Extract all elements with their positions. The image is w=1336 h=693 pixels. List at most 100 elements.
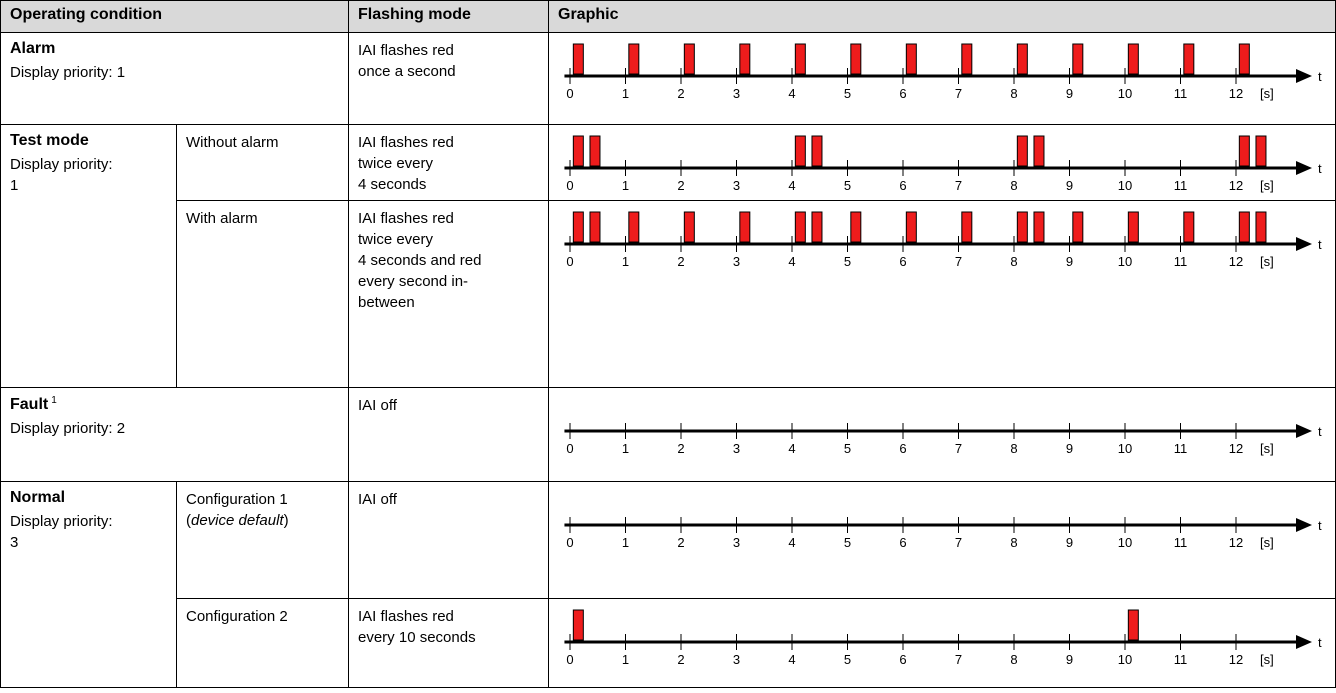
mode-line: twice every bbox=[358, 231, 434, 248]
flash-pulse bbox=[739, 43, 751, 75]
axis-tick-label: 5 bbox=[844, 652, 851, 667]
flash-pulse bbox=[1127, 43, 1139, 75]
flash-pulse bbox=[1238, 211, 1250, 243]
axis-tick-label: 12 bbox=[1229, 535, 1243, 550]
display-priority: Display priority: 1 bbox=[10, 156, 113, 194]
condition-cell-alarm: Alarm Display priority: 1 bbox=[0, 32, 348, 124]
axis-arrow-icon bbox=[1296, 69, 1312, 83]
subcondition-cell-with-alarm: With alarm bbox=[176, 200, 348, 387]
axis-tick-label: 4 bbox=[788, 652, 795, 667]
axis-tick-label: 0 bbox=[566, 178, 573, 193]
axis-tick-label: 8 bbox=[1010, 178, 1017, 193]
mode-line: every second in- bbox=[358, 273, 469, 290]
flash-pulse bbox=[1238, 43, 1250, 75]
axis-tick-label: 5 bbox=[844, 178, 851, 193]
table-border bbox=[0, 0, 1336, 1]
axis-tick-label: 3 bbox=[733, 86, 740, 101]
table-border bbox=[348, 0, 349, 688]
axis-tick-label: 12 bbox=[1229, 441, 1243, 456]
axis-tick-label: 2 bbox=[677, 441, 684, 456]
table-border bbox=[0, 124, 1336, 125]
axis-unit-label: [s] bbox=[1260, 652, 1274, 667]
axis-tick-label: 4 bbox=[788, 86, 795, 101]
mode-line: between bbox=[358, 294, 415, 311]
axis-tick-label: 0 bbox=[566, 254, 573, 269]
axis-tick-label: 0 bbox=[566, 441, 573, 456]
axis-tick-label: 10 bbox=[1118, 86, 1132, 101]
mode-line: twice every bbox=[358, 155, 434, 172]
t-axis-label: t bbox=[1318, 518, 1322, 533]
axis-tick-label: 6 bbox=[899, 441, 906, 456]
flashing-mode-cell-normal-config-2: IAI flashes red every 10 seconds bbox=[348, 598, 548, 688]
timeline-chart-test-without-alarm: t0 1 2 3 4 5 6 7 8 9 10 11 12 [s] bbox=[564, 135, 1322, 193]
header-graphic-label: Graphic bbox=[558, 6, 619, 23]
axis-arrow-icon bbox=[1296, 237, 1312, 251]
axis-tick-label: 4 bbox=[788, 178, 795, 193]
table-border bbox=[176, 598, 1336, 599]
subcondition-note: (device default) bbox=[186, 512, 289, 529]
table-border bbox=[0, 0, 1, 688]
axis-tick-label: 7 bbox=[955, 178, 962, 193]
header-flashing-mode-label: Flashing mode bbox=[358, 6, 471, 23]
axis-tick-label: 1 bbox=[622, 535, 629, 550]
flashing-mode-cell-test-with-alarm: IAI flashes red twice every 4 seconds an… bbox=[348, 200, 548, 387]
condition-title: Test mode bbox=[10, 132, 89, 149]
axis-arrow-icon bbox=[1296, 161, 1312, 175]
subcondition-label: Configuration 2 bbox=[186, 608, 288, 625]
axis-tick-label: 11 bbox=[1174, 254, 1188, 269]
footnote-marker: 1 bbox=[51, 395, 57, 406]
table-border bbox=[176, 481, 177, 688]
axis-tick-label: 3 bbox=[733, 254, 740, 269]
flash-pulse bbox=[811, 135, 823, 167]
axis-tick-label: 3 bbox=[733, 178, 740, 193]
flash-pulse bbox=[1033, 135, 1045, 167]
flash-pulse bbox=[961, 43, 973, 75]
axis-tick-label: 6 bbox=[899, 535, 906, 550]
axis-tick-label: 12 bbox=[1229, 86, 1243, 101]
flashing-mode-cell-alarm: IAI flashes red once a second bbox=[348, 32, 548, 124]
t-axis-label: t bbox=[1318, 161, 1322, 176]
mode-line: 4 seconds bbox=[358, 176, 427, 193]
condition-title: Fault bbox=[10, 396, 49, 413]
axis-tick-label: 8 bbox=[1010, 86, 1017, 101]
axis-tick-label: 8 bbox=[1010, 535, 1017, 550]
subcondition-label: With alarm bbox=[186, 210, 258, 227]
mode-line: IAI off bbox=[358, 397, 397, 414]
flash-pulse bbox=[589, 135, 601, 167]
flash-pulse bbox=[1072, 211, 1084, 243]
axis-tick-label: 11 bbox=[1174, 652, 1188, 667]
axis-tick-label: 2 bbox=[677, 178, 684, 193]
axis-tick-label: 5 bbox=[844, 86, 851, 101]
axis-tick-label: 7 bbox=[955, 254, 962, 269]
mode-line: once a second bbox=[358, 63, 456, 80]
mode-line: 4 seconds and red bbox=[358, 252, 482, 269]
axis-tick-label: 11 bbox=[1174, 178, 1188, 193]
flash-pulse bbox=[589, 211, 601, 243]
axis-arrow-icon bbox=[1296, 424, 1312, 438]
axis-tick-label: 9 bbox=[1066, 86, 1073, 101]
header-operating-condition-label: Operating condition bbox=[10, 6, 162, 23]
axis-unit-label: [s] bbox=[1260, 535, 1274, 550]
table-border bbox=[176, 200, 1336, 201]
subcondition-label: Configuration 1 bbox=[186, 491, 288, 508]
axis-unit-label: [s] bbox=[1260, 441, 1274, 456]
axis-tick-label: 10 bbox=[1118, 441, 1132, 456]
flash-pulse bbox=[1127, 609, 1139, 641]
table-border bbox=[548, 0, 549, 688]
axis-tick-label: 11 bbox=[1174, 441, 1188, 456]
device-default-note: device default bbox=[191, 512, 284, 529]
flash-pulse bbox=[628, 43, 640, 75]
axis-tick-label: 3 bbox=[733, 441, 740, 456]
axis-tick-label: 5 bbox=[844, 254, 851, 269]
axis-tick-label: 0 bbox=[566, 535, 573, 550]
axis-tick-label: 2 bbox=[677, 535, 684, 550]
flash-pulse bbox=[811, 211, 823, 243]
flash-pulse bbox=[1072, 43, 1084, 75]
condition-title-wrap: Fault 1 bbox=[10, 395, 348, 414]
axis-tick-label: 0 bbox=[566, 86, 573, 101]
flash-pulse bbox=[794, 211, 806, 243]
axis-unit-label: [s] bbox=[1260, 254, 1274, 269]
axis-tick-label: 6 bbox=[899, 254, 906, 269]
subcondition-cell-without-alarm: Without alarm bbox=[176, 124, 348, 200]
